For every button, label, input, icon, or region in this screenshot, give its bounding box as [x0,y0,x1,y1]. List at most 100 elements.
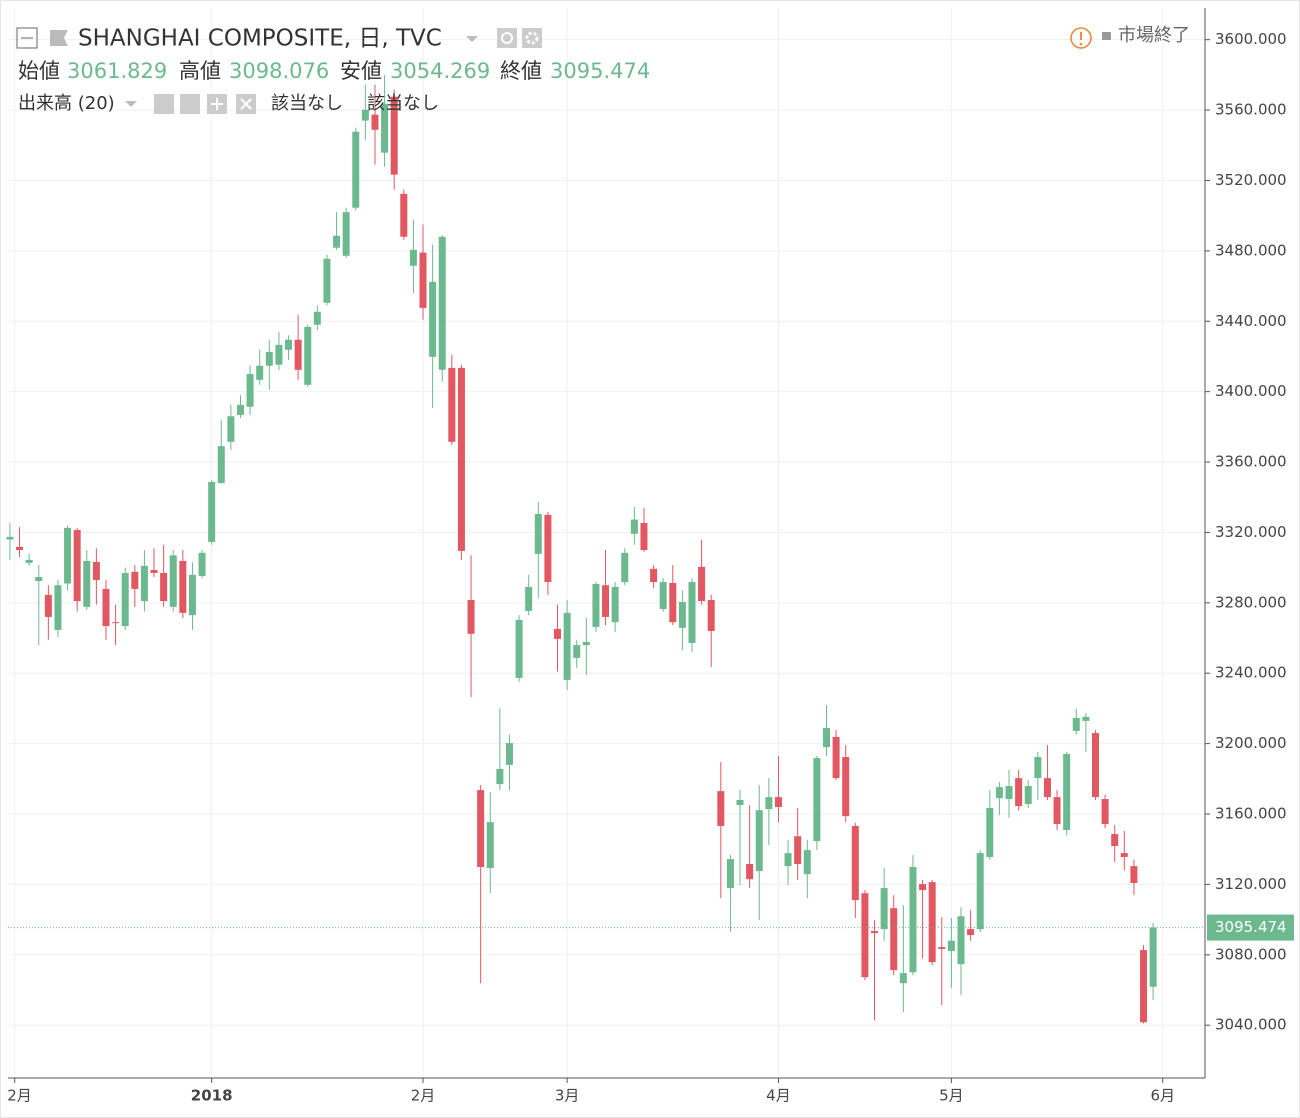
candle-body [1024,786,1032,804]
y-tick-label: 3080.000 [1215,945,1287,963]
candle-body [794,836,802,864]
candle-body [1034,757,1042,779]
candle-body [227,416,235,442]
candle-body [236,404,244,415]
market-status: 市場終了 [1118,25,1190,46]
candle-body [544,514,552,583]
candle-body [919,884,927,891]
candle-body [765,797,773,810]
candle-body [957,916,965,965]
dropdown-icon[interactable] [125,101,137,107]
candle-body [842,757,850,817]
y-tick-label: 3320.000 [1215,523,1287,541]
candle-body [150,569,158,573]
x-tick-label: 3月 [555,1087,580,1105]
x-tick-label: 2018 [191,1087,233,1105]
candle-body [44,594,52,617]
settings-icon[interactable] [522,28,542,48]
y-tick-label: 3520.000 [1215,171,1287,189]
plus-icon-glyph [211,98,223,110]
candle-body [477,790,485,867]
candle-body [1043,778,1051,798]
candle-body [246,374,254,407]
candle-body [525,586,533,611]
candle-body [429,281,437,357]
warning-icon[interactable] [1070,27,1092,49]
ohlc-label: 終値 [500,59,542,83]
candle-body [774,797,782,807]
candle-body [678,601,686,628]
eye-icon-ring [501,32,513,44]
settings-icon[interactable] [180,94,200,114]
candle-body [1101,799,1109,825]
candle-body [400,193,408,237]
y-tick-label: 3560.000 [1215,101,1287,119]
candle-body [371,114,379,130]
candle-body [256,365,264,380]
candle-body [73,529,81,602]
settings-icon-gear [525,31,539,45]
candle-body [688,582,696,643]
candle-body [1120,853,1128,857]
candle-body [35,576,43,582]
candle-body [265,351,273,366]
candle-body [534,513,542,554]
eye-icon[interactable] [497,28,517,48]
candle-body [832,736,840,779]
candle-body [140,565,148,602]
candle-body [909,866,917,973]
candle-body [179,560,187,613]
ohlc-value: 3098.076 [229,59,329,83]
candle-body [409,249,417,266]
candle-body [467,600,475,634]
candle-body [707,600,715,631]
y-labels: 3040.000 3080.000 3120.000 3160.000 3200.000… [1205,30,1294,1034]
y-tick-label: 3120.000 [1215,875,1287,893]
candle-body [851,825,859,901]
close-icon-glyph [240,98,252,110]
collapse-icon[interactable] [16,27,38,49]
candle-body [669,582,677,623]
candle-body [928,882,936,963]
dropdown-icon[interactable] [466,36,478,42]
candle-body [16,546,24,551]
candle-body [861,893,869,978]
candle-body [169,555,177,607]
candle-body [938,947,946,950]
volume-value: 該当なし [271,93,343,114]
candle-body [112,622,120,624]
candle-body [188,574,196,616]
candle-body [813,758,821,842]
y-tick-label: 3360.000 [1215,453,1287,471]
y-tick-label: 3240.000 [1215,664,1287,682]
candle-body [986,808,994,857]
candle-body [64,527,72,584]
x-tick-label: 6月 [1150,1087,1175,1105]
candle-body [1111,834,1119,847]
candle-body [208,481,216,542]
candle-body [784,853,792,867]
candle-body [967,929,975,936]
candle-body [217,446,225,484]
ohlc-value: 3095.474 [550,59,650,83]
candle-body [1072,717,1080,731]
candle-body [871,931,879,934]
candle-body [755,810,763,872]
candle-body [361,109,369,121]
candle-body [304,326,312,385]
ohlc-value: 3061.829 [67,59,167,83]
candle-body [995,787,1003,799]
candle-body [976,853,984,930]
flag-icon [50,30,68,46]
candle-body [131,571,139,589]
candle-body [573,645,581,658]
candle-body [54,585,62,630]
candle-body [880,888,888,930]
candle-body [1140,950,1148,1023]
candle-body [342,212,350,256]
eye-icon[interactable] [154,94,174,114]
last-price-box [1207,914,1294,941]
status-dot [1102,32,1111,40]
